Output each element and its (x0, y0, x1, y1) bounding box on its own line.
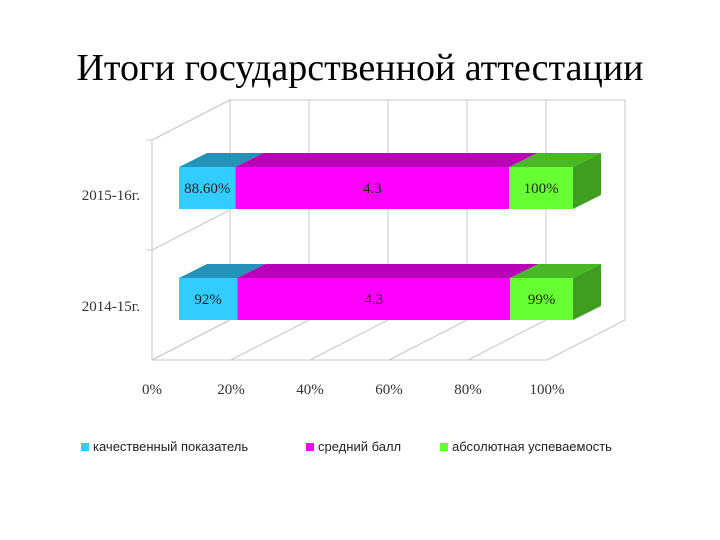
bar-top-face (235, 153, 538, 167)
x-tick-label: 100% (530, 382, 565, 398)
x-tick-label: 0% (142, 382, 162, 398)
y-axis-categories: 2014-15г. 2015-16г. (82, 188, 140, 315)
floor-gridline (467, 319, 547, 361)
legend-label: абсолютная успеваемость (452, 439, 612, 454)
bar-front-face (510, 278, 573, 320)
bar-front-face (179, 167, 236, 209)
x-tick-label: 80% (454, 382, 482, 398)
legend-swatch (306, 443, 314, 451)
bar-front-face (235, 167, 510, 209)
data-label: 100% (524, 181, 559, 197)
bar-segment: 92% (179, 264, 266, 320)
legend-item: качественный показатель (81, 439, 248, 454)
bar-side-face (573, 264, 601, 320)
data-label: 92% (194, 292, 222, 308)
data-label: 88.60% (184, 181, 230, 197)
bar-side-face (573, 153, 601, 209)
bar-segment: 4.3 (235, 153, 538, 209)
x-tick-label: 40% (296, 382, 324, 398)
category-label: 2015-16г. (82, 188, 140, 204)
bar-top-face (179, 153, 264, 167)
chart-legend: качественный показатель средний балл абсол… (81, 439, 612, 454)
floor-gridline (230, 319, 310, 361)
x-tick-label: 60% (375, 382, 403, 398)
bar-front-face (509, 167, 573, 209)
x-tick-label: 20% (217, 382, 245, 398)
chart-gridlines (146, 99, 626, 361)
floor-gridline (546, 319, 626, 361)
legend-item: средний балл (306, 439, 401, 454)
bar-top-face (179, 264, 266, 278)
slide-title: Итоги государственной аттестации (76, 47, 644, 89)
category-divider (151, 99, 231, 141)
bar-segment: 4.3 (237, 264, 539, 320)
bar-segment: 99% (510, 264, 601, 320)
floor-gridline (309, 319, 389, 361)
data-label: 99% (528, 292, 556, 308)
data-label: 4.3 (364, 292, 383, 308)
bar-top-face (509, 153, 601, 167)
legend-swatch (81, 443, 89, 451)
legend-label: качественный показатель (93, 439, 248, 454)
bar-segment: 100% (509, 153, 601, 209)
category-divider (151, 209, 231, 251)
bar-top-face (237, 264, 539, 278)
legend-label: средний балл (318, 439, 401, 454)
chart-bars: 92% 4.3 99% 88.60% 4.3 100% (179, 153, 601, 320)
bar-top-face (510, 264, 601, 278)
legend-item: абсолютная успеваемость (440, 439, 612, 454)
legend-swatch (440, 443, 448, 451)
x-axis-ticks: 0% 20% 40% 60% 80% 100% (142, 382, 565, 398)
bar-front-face (237, 278, 511, 320)
floor-gridline (151, 319, 231, 361)
bar-segment: 88.60% (179, 153, 264, 209)
data-label: 4.3 (363, 181, 382, 197)
category-label: 2014-15г. (82, 299, 140, 315)
floor-gridline (388, 319, 468, 361)
bar-front-face (179, 278, 238, 320)
